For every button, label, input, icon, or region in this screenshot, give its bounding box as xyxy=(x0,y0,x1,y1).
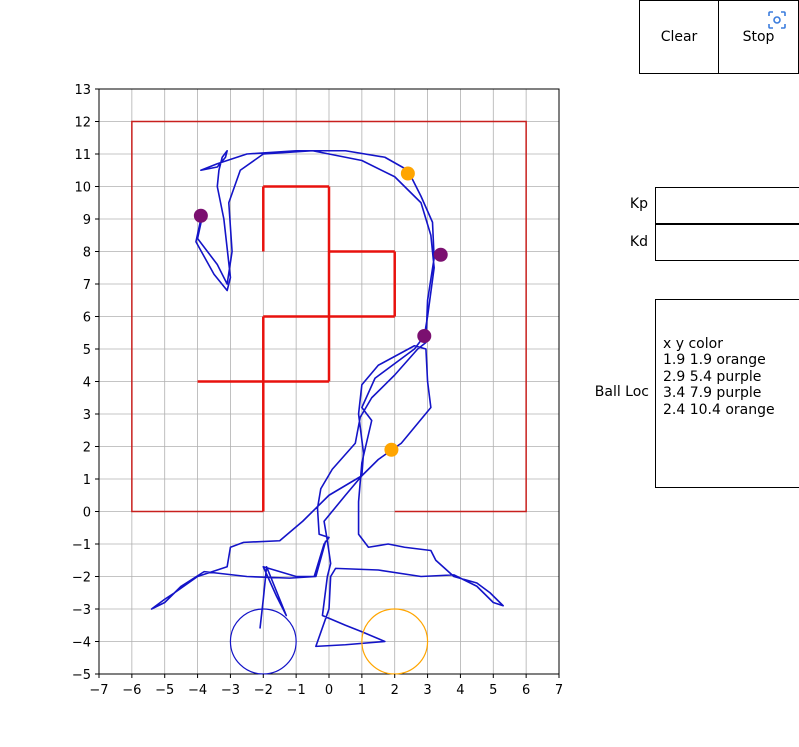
y-tick-label: −2 xyxy=(72,571,91,586)
y-tick-label: 6 xyxy=(83,311,91,326)
clear-button[interactable]: Clear xyxy=(639,0,719,74)
x-tick-label: −1 xyxy=(287,683,306,698)
y-tick-label: 4 xyxy=(83,376,91,391)
field-boundary xyxy=(131,120,527,513)
x-axis-ticks: −7 −6 −5 −4 −3 −2 −1 0 1 2 3 4 5 6 7 xyxy=(89,674,563,698)
y-tick-label: 2 xyxy=(83,441,91,456)
x-tick-label: −3 xyxy=(221,683,240,698)
ball-loc-label: Ball Loc xyxy=(594,384,649,400)
y-tick-label: 11 xyxy=(74,148,91,163)
x-tick-label: 4 xyxy=(456,683,464,698)
balls xyxy=(193,166,448,457)
screenshot-icon[interactable] xyxy=(768,11,786,29)
y-tick-label: 5 xyxy=(83,343,91,358)
x-tick-label: 2 xyxy=(391,683,399,698)
y-tick-label: 0 xyxy=(83,506,91,521)
ball-loc-line: x y color xyxy=(663,336,723,352)
x-tick-label: 1 xyxy=(358,683,366,698)
ball-loc-line: 1.9 1.9 orange xyxy=(663,352,766,369)
kp-label: Kp xyxy=(629,196,648,212)
x-tick-label: −2 xyxy=(254,683,273,698)
purple-ball xyxy=(433,247,448,262)
y-tick-label: −1 xyxy=(72,538,91,553)
y-tick-label: 10 xyxy=(74,181,91,196)
orange-ball xyxy=(384,442,399,457)
orange-ball xyxy=(400,166,415,181)
kp-input[interactable] xyxy=(655,187,799,224)
x-tick-label: −4 xyxy=(188,683,207,698)
y-tick-label: 9 xyxy=(83,213,91,228)
y-tick-label: −4 xyxy=(72,636,91,651)
maze-walls xyxy=(197,185,396,512)
x-tick-label: 6 xyxy=(522,683,530,698)
y-tick-label: 3 xyxy=(83,408,91,423)
purple-ball xyxy=(193,208,208,223)
y-tick-label: 8 xyxy=(83,246,91,261)
x-tick-label: −7 xyxy=(89,683,108,698)
ball-loc-textbox[interactable]: x y color 1.9 1.9 orange 2.9 5.4 purple … xyxy=(655,299,799,488)
x-tick-label: 5 xyxy=(489,683,497,698)
y-tick-label: −3 xyxy=(72,603,91,618)
purple-ball xyxy=(417,329,432,343)
ball-loc-line: 2.4 10.4 orange xyxy=(663,401,775,418)
trajectory-plot: −7 −6 −5 −4 −3 −2 −1 0 1 2 3 4 5 6 7 −5−4−3−2−10123456… xyxy=(72,83,563,698)
x-tick-label: −6 xyxy=(122,683,141,698)
y-tick-label: −5 xyxy=(72,668,91,683)
robot-path xyxy=(150,149,504,648)
y-tick-label: 12 xyxy=(74,116,91,131)
kd-label: Kd xyxy=(629,234,648,250)
y-tick-label: 13 xyxy=(74,83,91,98)
y-tick-label: 7 xyxy=(83,278,91,293)
x-tick-label: 7 xyxy=(555,683,563,698)
stop-button[interactable]: Stop xyxy=(719,0,799,74)
x-tick-label: 3 xyxy=(423,683,431,698)
kd-input[interactable] xyxy=(655,224,799,261)
x-tick-label: −5 xyxy=(155,683,174,698)
robot-path-line xyxy=(150,149,504,648)
ball-loc-line: 2.9 5.4 purple xyxy=(663,368,762,385)
x-tick-label: 0 xyxy=(325,683,333,698)
boundary-line xyxy=(131,120,527,513)
y-tick-label: 1 xyxy=(83,473,91,488)
ball-loc-line: 3.4 7.9 purple xyxy=(663,385,762,402)
